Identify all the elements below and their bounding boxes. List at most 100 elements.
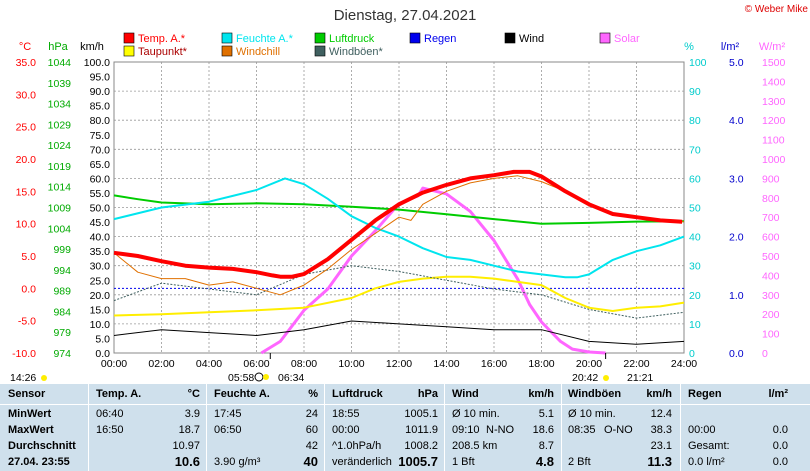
temp-axis-tick-2: 25.0 [16,122,37,134]
solar-axis-tick-4: 1100 [762,135,785,147]
chart-title: Dienstag, 27.04.2021 [334,7,477,24]
legend-swatch-4 [504,32,516,44]
solar-axis-tick-6: 900 [762,173,780,185]
wind-axis-tick-7: 65.0 [90,159,111,171]
humidity-axis-tick-7: 30 [689,261,701,273]
rain-unit-label: l/m² [721,41,740,53]
row-max-label: MaxWert [8,424,54,436]
solar-unit-label: W/m² [759,41,786,53]
solar-axis-tick-15: 0 [762,348,768,360]
sunset-sun-icon [603,375,609,381]
humidity-axis-tick-1: 90 [689,86,701,98]
max-gust-time: 08:35 [568,424,596,436]
header-temp: Temp. A. [96,388,142,400]
pressure-axis-tick-7: 1009 [48,203,72,215]
moonrise-time: 05:58 [228,372,254,384]
solar-axis-tick-3: 1200 [762,115,786,127]
humidity-axis-tick-8: 20 [689,290,701,302]
moon-icon [254,372,264,382]
x-axis-tick-5: 10:00 [338,358,364,370]
humidity-axis-tick-4: 60 [689,173,701,185]
left-marker-dot [41,375,47,381]
solar-axis-tick-7: 800 [762,193,780,205]
legend-label-4: Wind [519,33,544,45]
avg-rain-value: 0.0 [772,440,788,452]
wind-axis-tick-14: 30.0 [90,261,111,273]
pressure-axis-tick-4: 1024 [48,140,72,152]
pressure-unit-label: hPa [48,41,68,53]
series-solar [260,186,606,355]
legend-swatch-3 [409,32,421,44]
x-axis-tick-6: 12:00 [386,358,412,370]
wind-axis-tick-3: 85.0 [90,101,111,113]
rain-axis-tick-5: 0.0 [729,348,744,360]
wind-axis-tick-5: 75.0 [90,130,111,142]
legend-swatch-7 [221,45,233,57]
min-wind-value: 5.1 [538,408,554,420]
pressure-axis-tick-12: 984 [53,306,71,318]
avg-temp-value: 10.97 [172,440,200,452]
temp-axis-tick-8: -5.0 [18,316,36,328]
max-wind-value: 18.6 [532,424,554,436]
temp-axis-tick-7: 0.0 [21,283,36,295]
solar-axis-tick-5: 1000 [762,154,786,166]
moonset-time: 21:21 [627,372,653,384]
current-press-tendency: veränderlich [332,456,392,468]
wind-axis-tick-13: 35.0 [90,246,111,258]
pressure-axis-tick-5: 1019 [48,161,72,173]
legend-swatch-8 [314,45,326,57]
min-press-value: 1005.1 [404,408,438,420]
legend-label-1: Feuchte A.* [236,33,294,45]
wind-axis-tick-8: 60.0 [90,173,111,185]
solar-axis-tick-11: 400 [762,270,780,282]
sunset-time: 20:42 [572,372,598,384]
sun-icon [263,374,269,380]
chart-legend: Temp. A.* Feuchte A.* Luftdruck Regen Wind So… [123,32,640,58]
row-current-label: 27.04. 23:55 [8,456,70,468]
solar-axis-tick-2: 1300 [762,96,786,108]
series-windb-en [113,265,685,319]
wind-axis-tick-15: 25.0 [90,275,111,287]
header-wind-unit: km/h [528,388,554,400]
legend-swatch-5 [599,32,611,44]
series-wind [113,320,685,345]
max-gust-value: 38.3 [650,424,672,436]
x-axis-tick-0: 00:00 [101,358,127,370]
series-luftdruck [113,194,685,225]
solar-axis-tick-0: 1500 [762,57,786,69]
temp-axis-tick-5: 10.0 [16,219,37,231]
max-wind-time: 09:10 [452,424,480,436]
x-axis-tick-3: 06:00 [243,358,269,370]
solar-axis-tick-10: 500 [762,251,780,263]
pressure-axis-tick-9: 999 [53,244,71,256]
humidity-axis-tick-6: 40 [689,232,701,244]
current-wind-value: 4.8 [535,454,554,469]
rain-axis-tick-0: 5.0 [729,57,744,69]
wind-axis-tick-11: 45.0 [90,217,111,229]
solar-axis-tick-9: 600 [762,232,780,244]
legend-swatch-2 [314,32,326,44]
header-temp-unit: °C [187,388,200,400]
wind-axis-tick-16: 20.0 [90,290,111,302]
wind-axis-tick-12: 40.0 [90,232,111,244]
legend-label-8: Windböen* [329,46,384,58]
row-avg-label: Durchschnitt [8,440,76,452]
wind-axis-tick-20: 0.0 [95,348,110,360]
current-gust-beaufort: 2 Bft [568,456,591,468]
legend-label-6: Taupunkt* [138,46,188,58]
rain-axis-tick-4: 1.0 [729,290,744,302]
wind-axis-tick-0: 100.0 [84,57,110,69]
current-press-value: 1005.7 [398,454,438,469]
temp-axis-tick-1: 30.0 [16,89,37,101]
header-rain-unit: l/m² [768,388,788,400]
legend-label-5: Solar [614,33,640,45]
x-axis-tick-7: 14:00 [433,358,459,370]
avg-wind-value: 8.7 [538,440,554,452]
legend-label-3: Regen [424,33,456,45]
x-axis-tick-9: 18:00 [528,358,554,370]
pressure-axis-tick-14: 974 [53,348,71,360]
temp-unit-label: °C [19,41,31,53]
header-sensor: Sensor [8,388,46,400]
current-rain-label: 0.0 l/m² [688,456,725,468]
current-hum-value: 40 [303,454,318,469]
